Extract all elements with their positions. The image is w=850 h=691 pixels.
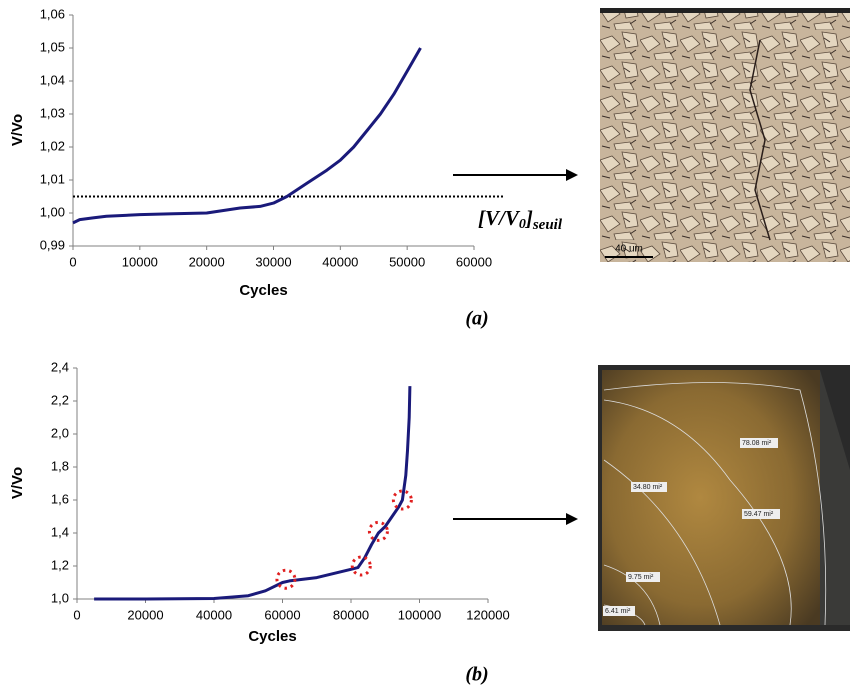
y-tick-label: 2,4: [51, 359, 69, 374]
x-tick-label: 20000: [189, 254, 225, 269]
panel-label: (b): [465, 664, 488, 686]
y-tick-label: 1,2: [51, 557, 69, 572]
zone-label: 34.80 mi²: [633, 484, 663, 491]
x-tick-label: 10000: [122, 254, 158, 269]
y-tick-label: 1,01: [40, 171, 65, 186]
y-tick-label: 0,99: [40, 237, 65, 252]
y-axis-title: V/Vo: [9, 467, 26, 499]
threshold-label: [V/V0]seuil: [478, 206, 563, 234]
zone-label: 6.41 mi²: [605, 608, 631, 615]
arrows: [453, 169, 578, 525]
x-tick-label: 60000: [456, 254, 492, 269]
x-tick-label: 120000: [466, 607, 509, 622]
x-tick-label: 0: [73, 607, 80, 622]
x-tick-label: 80000: [333, 607, 369, 622]
x-tick-label: 30000: [255, 254, 291, 269]
data-line: [72, 47, 422, 225]
y-tick-label: 1,8: [51, 458, 69, 473]
x-tick-label: 20000: [127, 607, 163, 622]
micrograph-b: 78.08 mi² 34.80 mi² 59.47 mi² 9.75 mi² 6…: [598, 365, 850, 631]
zone-label: 59.47 mi²: [744, 511, 774, 518]
threshold-label-sub: 0: [519, 217, 526, 232]
zone-label: 78.08 mi²: [742, 440, 772, 447]
x-tick-label: 60000: [264, 607, 300, 622]
highlight: [391, 489, 413, 511]
y-tick-label: 1,06: [40, 6, 65, 21]
panel-label: (a): [465, 308, 488, 330]
y-tick-label: 1,05: [40, 39, 65, 54]
x-tick-label: 40000: [196, 607, 232, 622]
y-tick-label: 1,04: [40, 72, 65, 87]
x-axis-title: Cycles: [248, 628, 296, 645]
x-axis-title: Cycles: [239, 282, 287, 299]
highlight: [350, 555, 372, 577]
zone-label: 9.75 mi²: [628, 574, 654, 581]
y-axis-title: V/Vo: [9, 114, 26, 146]
highlight: [367, 520, 389, 542]
threshold-label-part: ]: [524, 206, 533, 230]
y-tick-label: 1,4: [51, 524, 69, 539]
y-tick-label: 2,2: [51, 392, 69, 407]
y-tick-label: 1,0: [51, 590, 69, 605]
micrograph-a: 40 um: [600, 8, 850, 262]
y-tick-label: 1,02: [40, 138, 65, 153]
highlight: [275, 568, 297, 590]
x-tick-label: 0: [69, 254, 76, 269]
y-tick-label: 1,00: [40, 204, 65, 219]
threshold-label-part: [V/V: [478, 206, 521, 230]
y-tick-label: 1,6: [51, 491, 69, 506]
zone-labels: 78.08 mi² 34.80 mi² 59.47 mi² 9.75 mi² 6…: [603, 438, 780, 616]
data-line: [94, 386, 412, 601]
x-tick-label: 100000: [398, 607, 441, 622]
x-tick-label: 40000: [322, 254, 358, 269]
y-tick-label: 1,03: [40, 105, 65, 120]
x-tick-label: 50000: [389, 254, 425, 269]
y-tick-label: 2,0: [51, 425, 69, 440]
scale-bar-label: 40 um: [615, 244, 643, 255]
threshold-label-sub: seuil: [532, 217, 563, 233]
